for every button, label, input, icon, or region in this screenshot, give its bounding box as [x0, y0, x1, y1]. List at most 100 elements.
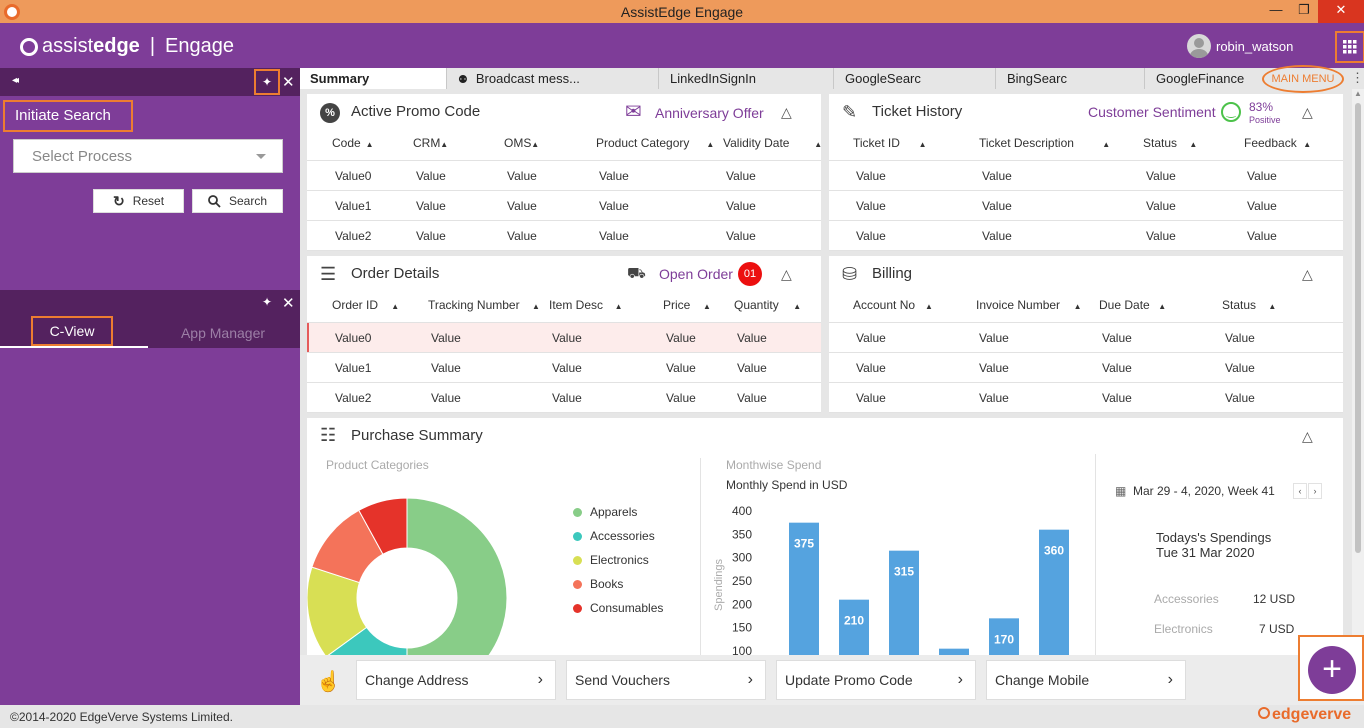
column-header[interactable]: Code: [332, 136, 361, 150]
anniversary-offer-link[interactable]: Anniversary Offer: [655, 105, 764, 121]
reset-button[interactable]: ↻ Reset: [93, 189, 184, 213]
column-header[interactable]: Order ID: [332, 298, 379, 312]
pin-button[interactable]: ✦: [254, 69, 280, 95]
legend-item[interactable]: Consumables: [573, 601, 663, 615]
select-process-dropdown[interactable]: Select Process: [13, 139, 283, 173]
table-row[interactable]: [829, 383, 1343, 412]
table-cell: Value: [666, 331, 696, 345]
bar[interactable]: [889, 550, 919, 655]
legend-item[interactable]: Apparels: [573, 505, 637, 519]
minimize-button[interactable]: —: [1269, 2, 1283, 17]
next-week-button[interactable]: ›: [1308, 483, 1322, 499]
column-header[interactable]: Due Date: [1099, 298, 1150, 312]
bar[interactable]: [939, 648, 969, 655]
sort-asc-icon[interactable]: ▲: [391, 302, 400, 311]
tab-app-manager[interactable]: App Manager: [180, 325, 266, 341]
bar[interactable]: [1039, 529, 1069, 655]
column-header[interactable]: Ticket ID: [853, 136, 900, 150]
sort-asc-icon[interactable]: ▲: [703, 302, 711, 311]
close-panel-icon[interactable]: ✕: [282, 295, 295, 312]
sort-asc-icon[interactable]: ▲: [614, 302, 623, 311]
legend-item[interactable]: Accessories: [573, 529, 655, 543]
column-header[interactable]: Item Desc: [549, 298, 604, 312]
table-row[interactable]: [829, 353, 1343, 382]
update-promo-code-button[interactable]: Update Promo Code ›: [776, 660, 976, 700]
column-header[interactable]: CRM: [413, 136, 441, 150]
column-header[interactable]: Ticket Description: [979, 136, 1074, 150]
user-name[interactable]: robin_watson: [1216, 39, 1294, 54]
legend-item[interactable]: Electronics: [573, 553, 649, 567]
pie-slice[interactable]: [358, 497, 408, 555]
collapse-panel-icon[interactable]: ◂◂: [12, 75, 19, 86]
sort-asc-icon[interactable]: ▲: [793, 302, 802, 311]
sort-asc-icon[interactable]: ▲: [1102, 140, 1111, 149]
table-row[interactable]: [307, 323, 821, 352]
open-order-link[interactable]: Open Order: [659, 266, 733, 282]
sort-asc-icon[interactable]: ▲: [1158, 302, 1167, 311]
tab-broadcast[interactable]: ⚉ Broadcast mess...: [448, 68, 659, 89]
collapse-chevron-icon[interactable]: △: [1302, 266, 1313, 282]
bar[interactable]: [989, 618, 1019, 655]
tab-googlefinance[interactable]: GoogleFinance: [1156, 71, 1245, 86]
sort-asc-icon[interactable]: ▲: [440, 140, 449, 149]
tab-bingsearch[interactable]: BingSearc: [997, 68, 1145, 89]
search-button[interactable]: Search: [192, 189, 283, 213]
logo-separator: |: [149, 35, 156, 57]
app-grid-button[interactable]: [1335, 31, 1364, 63]
column-header[interactable]: Account No: [853, 298, 916, 312]
sort-asc-icon[interactable]: ▲: [365, 140, 374, 149]
pie-slice[interactable]: [326, 626, 408, 655]
column-header[interactable]: Invoice Number: [976, 298, 1061, 312]
change-address-button[interactable]: Change Address ›: [356, 660, 556, 700]
sort-asc-icon[interactable]: ▲: [706, 140, 715, 149]
table-cell: Value: [1247, 169, 1277, 183]
maximize-button[interactable]: ❐: [1298, 2, 1310, 17]
column-header[interactable]: Price: [663, 298, 691, 312]
more-vertical-icon[interactable]: ⋮: [1351, 70, 1364, 85]
collapse-chevron-icon[interactable]: △: [1302, 104, 1313, 120]
scroll-thumb[interactable]: [1355, 103, 1361, 553]
user-avatar[interactable]: [1187, 34, 1211, 58]
column-header[interactable]: Status: [1222, 298, 1257, 312]
column-header[interactable]: Status: [1143, 136, 1178, 150]
sort-asc-icon[interactable]: ▲: [925, 302, 933, 311]
sort-asc-icon[interactable]: ▲: [531, 140, 540, 149]
scroll-up-icon[interactable]: ▲: [1354, 89, 1362, 98]
change-mobile-button[interactable]: Change Mobile ›: [986, 660, 1186, 700]
main-scrollbar[interactable]: ▲: [1352, 89, 1364, 655]
column-header[interactable]: OMS: [504, 136, 532, 150]
column-header[interactable]: Validity Date: [723, 136, 790, 150]
send-vouchers-button[interactable]: Send Vouchers ›: [566, 660, 766, 700]
tab-linkedin[interactable]: LinkedInSignIn: [660, 68, 834, 89]
column-header[interactable]: Tracking Number: [428, 298, 520, 312]
sort-asc-icon[interactable]: ▲: [1189, 140, 1198, 149]
legend-item[interactable]: Books: [573, 577, 623, 591]
column-header[interactable]: Product Category: [596, 136, 690, 150]
sort-asc-icon[interactable]: ▲: [814, 140, 823, 149]
sort-asc-icon[interactable]: ▲: [918, 140, 927, 149]
sort-asc-icon[interactable]: ▲: [1303, 140, 1312, 149]
bar[interactable]: [839, 599, 869, 655]
tab-googlesearch[interactable]: GoogleSearc: [835, 68, 996, 89]
table-row[interactable]: [829, 323, 1343, 352]
collapse-chevron-icon[interactable]: △: [781, 104, 792, 120]
product-categories-label: Product Categories: [326, 458, 429, 472]
bar[interactable]: [789, 522, 819, 655]
tab-c-view[interactable]: C-View: [31, 316, 113, 346]
add-fab-button[interactable]: +: [1308, 646, 1356, 694]
sort-asc-icon[interactable]: ▲: [1073, 302, 1082, 311]
collapse-chevron-icon[interactable]: △: [781, 266, 792, 282]
prev-week-button[interactable]: ‹: [1293, 483, 1307, 499]
pie-slice[interactable]: [406, 497, 508, 655]
sort-asc-icon[interactable]: ▲: [1268, 302, 1277, 311]
close-window-button[interactable]: ✕: [1318, 0, 1364, 23]
column-header[interactable]: Feedback: [1244, 136, 1297, 150]
tab-summary[interactable]: Summary: [300, 68, 447, 89]
pin-icon[interactable]: ✦: [262, 295, 273, 309]
sort-asc-icon[interactable]: ▲: [532, 302, 540, 311]
close-panel-icon[interactable]: ✕: [282, 74, 295, 91]
column-header[interactable]: Quantity: [734, 298, 779, 312]
main-menu-button[interactable]: MAIN MENU: [1262, 65, 1344, 93]
quick-action-bar: ☝ Change Address › Send Vouchers › Update …: [300, 655, 1364, 705]
collapse-chevron-icon[interactable]: △: [1302, 428, 1313, 444]
